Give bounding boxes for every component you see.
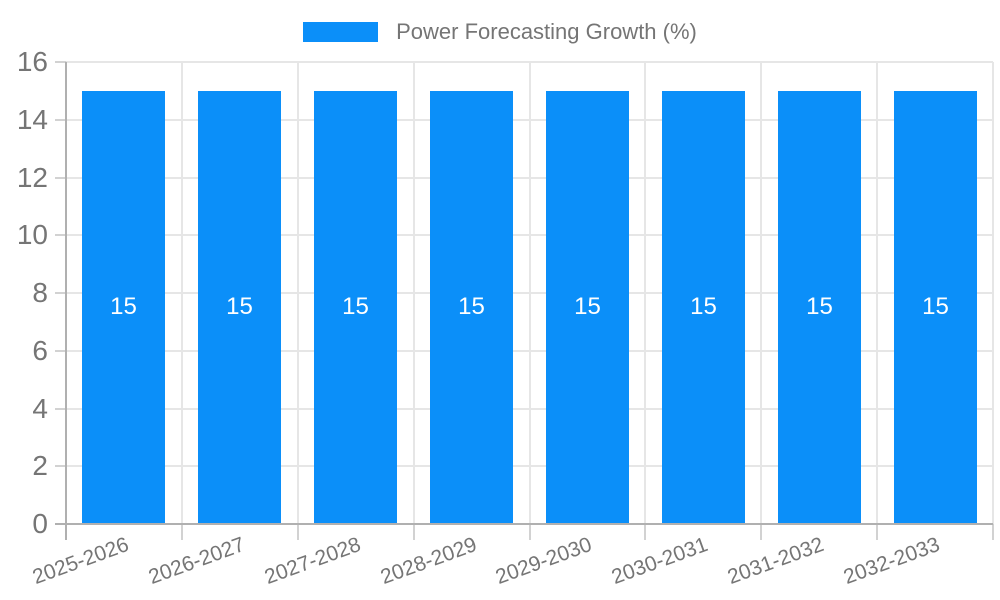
x-axis-tick [413,524,415,540]
x-axis-tick [181,524,183,540]
bar-value-label: 15 [574,293,601,320]
bar-value-label: 15 [110,293,137,320]
legend-swatch [303,22,379,42]
bar-value-label: 15 [458,293,485,320]
bar-value-label: 15 [922,293,949,320]
legend-label: Power Forecasting Growth (%) [396,19,697,44]
gridline-vertical [644,62,646,524]
y-axis-line [65,62,67,540]
y-axis-tick [55,177,66,179]
y-axis-tick-label: 16 [16,46,48,77]
x-axis-line [55,523,993,525]
gridline-vertical [297,62,299,524]
bar[interactable] [662,91,745,524]
gridline-vertical [760,62,762,524]
x-axis-tick [876,524,878,540]
x-axis-tick [760,524,762,540]
y-axis-tick-label: 6 [32,335,48,366]
gridline-vertical [992,62,994,524]
gridline-vertical [413,62,415,524]
y-axis-tick [55,408,66,410]
bar-value-label: 15 [806,293,833,320]
y-axis-tick [55,119,66,121]
y-axis-tick-label: 8 [32,277,48,308]
gridline-vertical [876,62,878,524]
x-axis-tick [644,524,646,540]
y-axis-tick-label: 14 [16,104,48,135]
x-axis-tick [992,524,994,540]
y-axis-tick-label: 4 [32,393,48,424]
y-axis-tick [55,350,66,352]
x-axis-tick [297,524,299,540]
bar[interactable] [430,91,513,524]
y-axis-tick [55,234,66,236]
gridline-vertical [181,62,183,524]
y-axis-tick-label: 0 [32,508,48,539]
bar[interactable] [314,91,397,524]
bar-value-label: 15 [226,293,253,320]
y-axis-tick-label: 12 [16,162,48,193]
bar[interactable] [546,91,629,524]
bar-value-label: 15 [690,293,717,320]
y-axis-tick-label: 2 [32,450,48,481]
bar[interactable] [894,91,977,524]
bar[interactable] [778,91,861,524]
y-axis-tick-label: 10 [16,219,48,250]
x-axis-tick [529,524,531,540]
y-axis-tick [55,292,66,294]
y-axis-tick [55,61,66,63]
bar[interactable] [82,91,165,524]
gridline-vertical [529,62,531,524]
y-axis-tick [55,465,66,467]
bar-value-label: 15 [342,293,369,320]
chart-legend[interactable]: Power Forecasting Growth (%) [0,20,1000,44]
bar[interactable] [198,91,281,524]
